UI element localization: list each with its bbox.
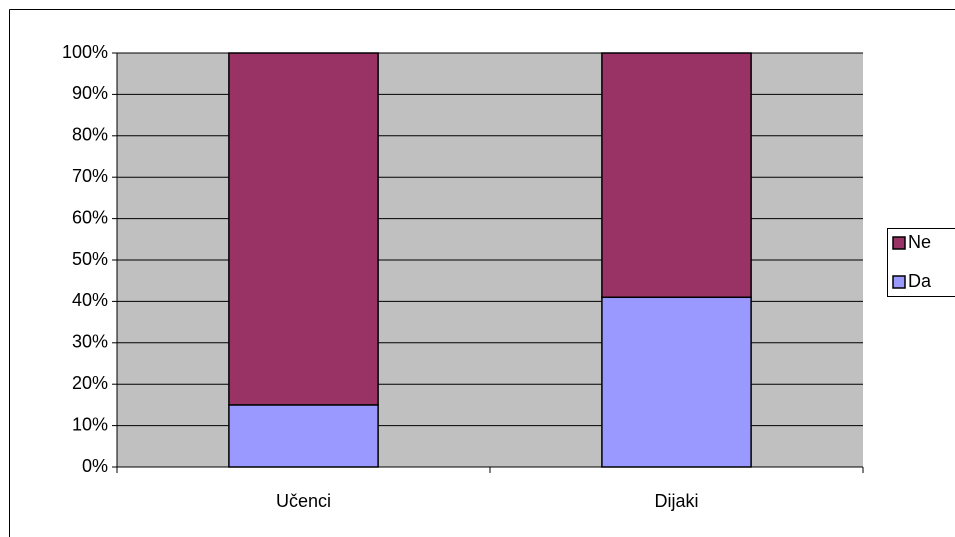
- x-tick-label: Dijaki: [654, 491, 698, 511]
- x-tick-label: Učenci: [276, 491, 331, 511]
- y-tick-label: 30%: [72, 332, 108, 352]
- y-tick-label: 60%: [72, 207, 108, 227]
- bar-segment: [228, 404, 379, 468]
- y-tick-label: 80%: [72, 125, 108, 145]
- legend-label: Da: [908, 271, 932, 291]
- y-tick-label: 10%: [72, 414, 108, 434]
- y-tick-label: 90%: [72, 83, 108, 103]
- bar-segment: [601, 52, 752, 299]
- y-tick-label: 40%: [72, 290, 108, 310]
- y-tick-label: 70%: [72, 166, 108, 186]
- y-tick-label: 0%: [82, 456, 108, 476]
- y-tick-label: 50%: [72, 249, 108, 269]
- legend-swatch: [892, 275, 906, 289]
- legend-swatch: [892, 236, 906, 250]
- bar-segment: [601, 296, 752, 468]
- legend-label: Ne: [908, 232, 931, 252]
- bar-segment: [228, 52, 379, 406]
- y-tick-label: 100%: [62, 42, 108, 62]
- y-tick-label: 20%: [72, 373, 108, 393]
